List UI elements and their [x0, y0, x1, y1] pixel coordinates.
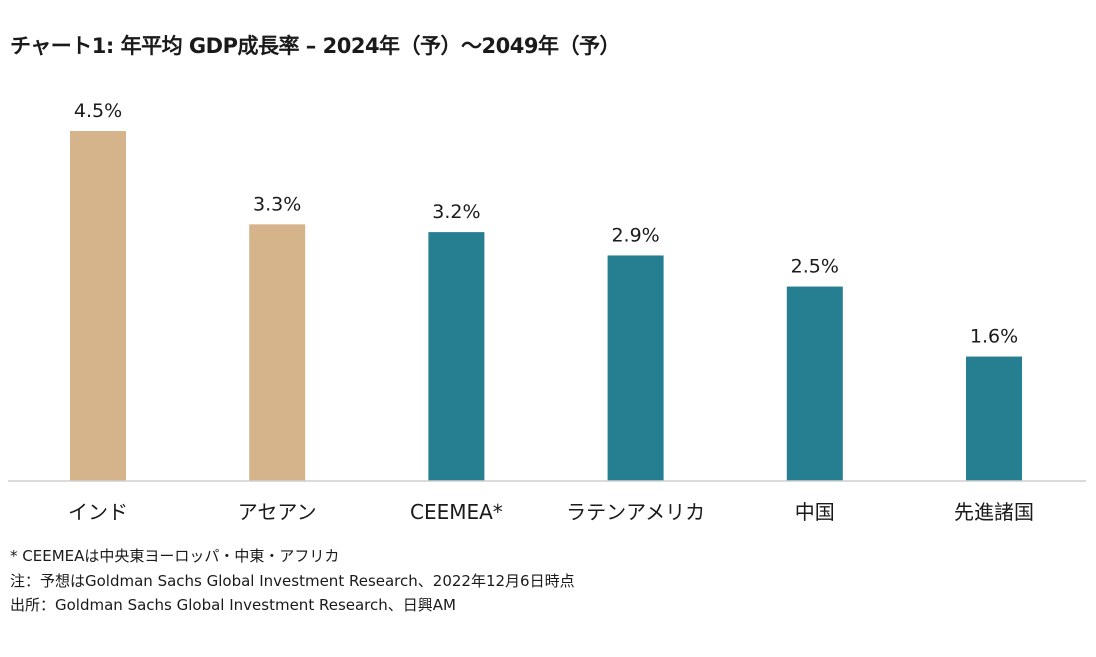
- value-label-3: 2.9%: [611, 224, 659, 246]
- bar-1: [249, 224, 306, 482]
- bars-group: 4.5% インド 3.3% アセアン 3.2% CEEMEA* 2.9% ラテンアメリカ 2.5…: [68, 100, 1034, 524]
- bar-0: [70, 131, 126, 481]
- footnote-source: 出所：Goldman Sachs Global Investment Resea…: [10, 596, 456, 614]
- category-label-2: CEEMEA*: [410, 500, 503, 524]
- category-label-4: 中国: [795, 500, 835, 524]
- category-label-1: アセアン: [238, 500, 317, 524]
- value-label-2: 3.2%: [432, 201, 480, 223]
- bar-2: [428, 232, 485, 481]
- value-label-1: 3.3%: [253, 193, 301, 215]
- bar-chart: 4.5% インド 3.3% アセアン 3.2% CEEMEA* 2.9% ラテンアメリカ 2.5…: [8, 100, 1086, 524]
- footnotes: * CEEMEAは中央東ヨーロッパ・中東・アフリカ 注：予想はGoldman S…: [10, 544, 575, 618]
- category-label-5: 先進諸国: [954, 500, 1034, 524]
- value-label-4: 2.5%: [791, 256, 839, 278]
- bar-3: [607, 255, 664, 481]
- value-label-5: 1.6%: [970, 326, 1018, 348]
- category-label-0: インド: [68, 500, 128, 524]
- category-label-3: ラテンアメリカ: [566, 500, 705, 524]
- chart-title: チャート1: 年平均 GDP成長率 – 2024年（予）～2049年（予）: [10, 34, 621, 58]
- footnote-ceemea: * CEEMEAは中央東ヨーロッパ・中東・アフリカ: [10, 547, 340, 565]
- bar-4: [786, 286, 843, 481]
- footnote-forecast: 注：予想はGoldman Sachs Global Investment Res…: [10, 571, 575, 590]
- value-label-0: 4.5%: [74, 100, 122, 122]
- bar-5: [966, 356, 1022, 481]
